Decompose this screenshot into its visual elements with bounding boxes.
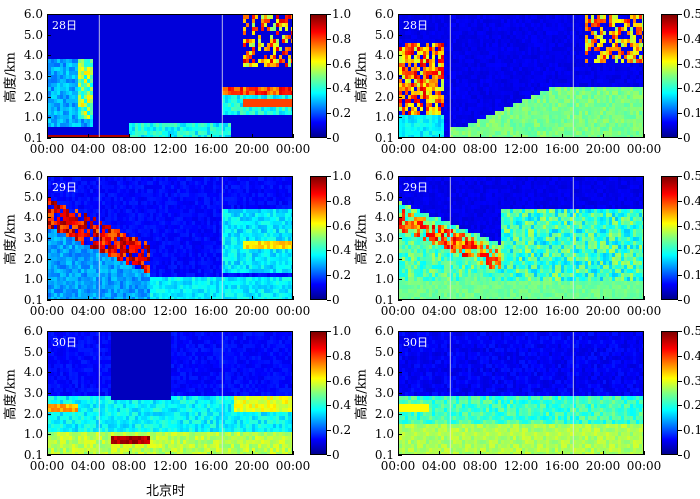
heatmap-cell <box>291 51 293 56</box>
x-tick-mark <box>170 134 171 138</box>
heatmap-cell <box>291 43 293 48</box>
heatmap-cell <box>291 75 293 80</box>
heatmap-cell <box>291 99 293 104</box>
heatmap-cell <box>291 127 293 132</box>
y-tick-mark <box>47 138 51 139</box>
y-tick-mark <box>47 55 51 56</box>
y-tick-mark <box>47 76 51 77</box>
x-tick-mark <box>47 134 48 138</box>
heatmap-cell <box>291 15 293 20</box>
x-tick-mark <box>129 134 130 138</box>
y-tick-label: 6.0 <box>15 8 43 20</box>
heatmap-cell <box>291 95 293 100</box>
x-tick-label: 00:00 <box>273 143 313 155</box>
colorbar-tick-mark <box>327 39 331 40</box>
heatmap-cell <box>291 123 293 128</box>
colorbar-tick-mark <box>327 138 331 139</box>
y-tick-label: 1.0 <box>15 111 43 123</box>
colorbar-tick-label: 0.8 <box>332 33 351 45</box>
heatmap-cell <box>291 35 293 40</box>
x-tick-mark <box>211 134 212 138</box>
y-tick-mark <box>47 117 51 118</box>
colorbar-tick-label: 1.0 <box>332 8 351 20</box>
x-tick-label: 08:00 <box>109 143 149 155</box>
heatmap-cell <box>291 83 293 88</box>
heatmap-cell <box>291 55 293 60</box>
heatmap-cell <box>291 71 293 76</box>
heatmap-cell <box>291 111 293 116</box>
x-tick-label: 16:00 <box>191 143 231 155</box>
x-tick-mark <box>252 134 253 138</box>
y-tick-label: 4.0 <box>15 49 43 61</box>
heatmap-svg <box>48 15 293 138</box>
y-axis-label: 高度/km <box>0 38 19 118</box>
heatmap-plot: 28日 <box>398 14 644 138</box>
heatmap-cell <box>291 91 293 96</box>
heatmap-cell <box>291 59 293 64</box>
x-tick-label: 20:00 <box>232 143 272 155</box>
x-tick-mark <box>88 134 89 138</box>
x-tick-label: 04:00 <box>68 143 108 155</box>
x-tick-label: 00:00 <box>27 143 67 155</box>
heatmap-cell <box>291 107 293 112</box>
colorbar-tick-mark <box>327 113 331 114</box>
colorbar-tick-mark <box>327 88 331 89</box>
heatmap-cell <box>291 27 293 32</box>
colorbar-tick-label: 0.6 <box>332 58 351 70</box>
heatmap-svg <box>399 15 644 138</box>
colorbar-tick-label: 0 <box>332 132 340 144</box>
colorbar <box>310 14 327 138</box>
heatmap-cell <box>291 103 293 108</box>
heatmap-cell <box>291 23 293 28</box>
x-tick-mark <box>293 134 294 138</box>
y-tick-label: 3.0 <box>15 70 43 82</box>
y-tick-mark <box>47 97 51 98</box>
colorbar-tick-mark <box>327 14 331 15</box>
heatmap-cell <box>291 39 293 44</box>
heatmap-cell <box>291 119 293 124</box>
heatmap-cell <box>291 87 293 92</box>
colorbar-tick-label: 0.2 <box>332 107 351 119</box>
heatmap-cell <box>291 79 293 84</box>
heatmap-cell <box>291 47 293 52</box>
colorbar-tick-mark <box>327 64 331 65</box>
y-tick-label: 2.0 <box>15 91 43 103</box>
y-tick-mark <box>47 14 51 15</box>
y-tick-mark <box>47 35 51 36</box>
y-tick-label: 5.0 <box>15 29 43 41</box>
day-label: 28日 <box>52 17 77 33</box>
heatmap-cell <box>291 31 293 36</box>
x-tick-label: 12:00 <box>150 143 190 155</box>
colorbar-tick-label: 0.4 <box>332 82 351 94</box>
heatmap-cell <box>291 115 293 120</box>
heatmap-cell <box>291 63 293 68</box>
heatmap-plot: 28日 <box>47 14 293 138</box>
heatmap-cell <box>291 19 293 24</box>
heatmap-cell <box>291 67 293 72</box>
